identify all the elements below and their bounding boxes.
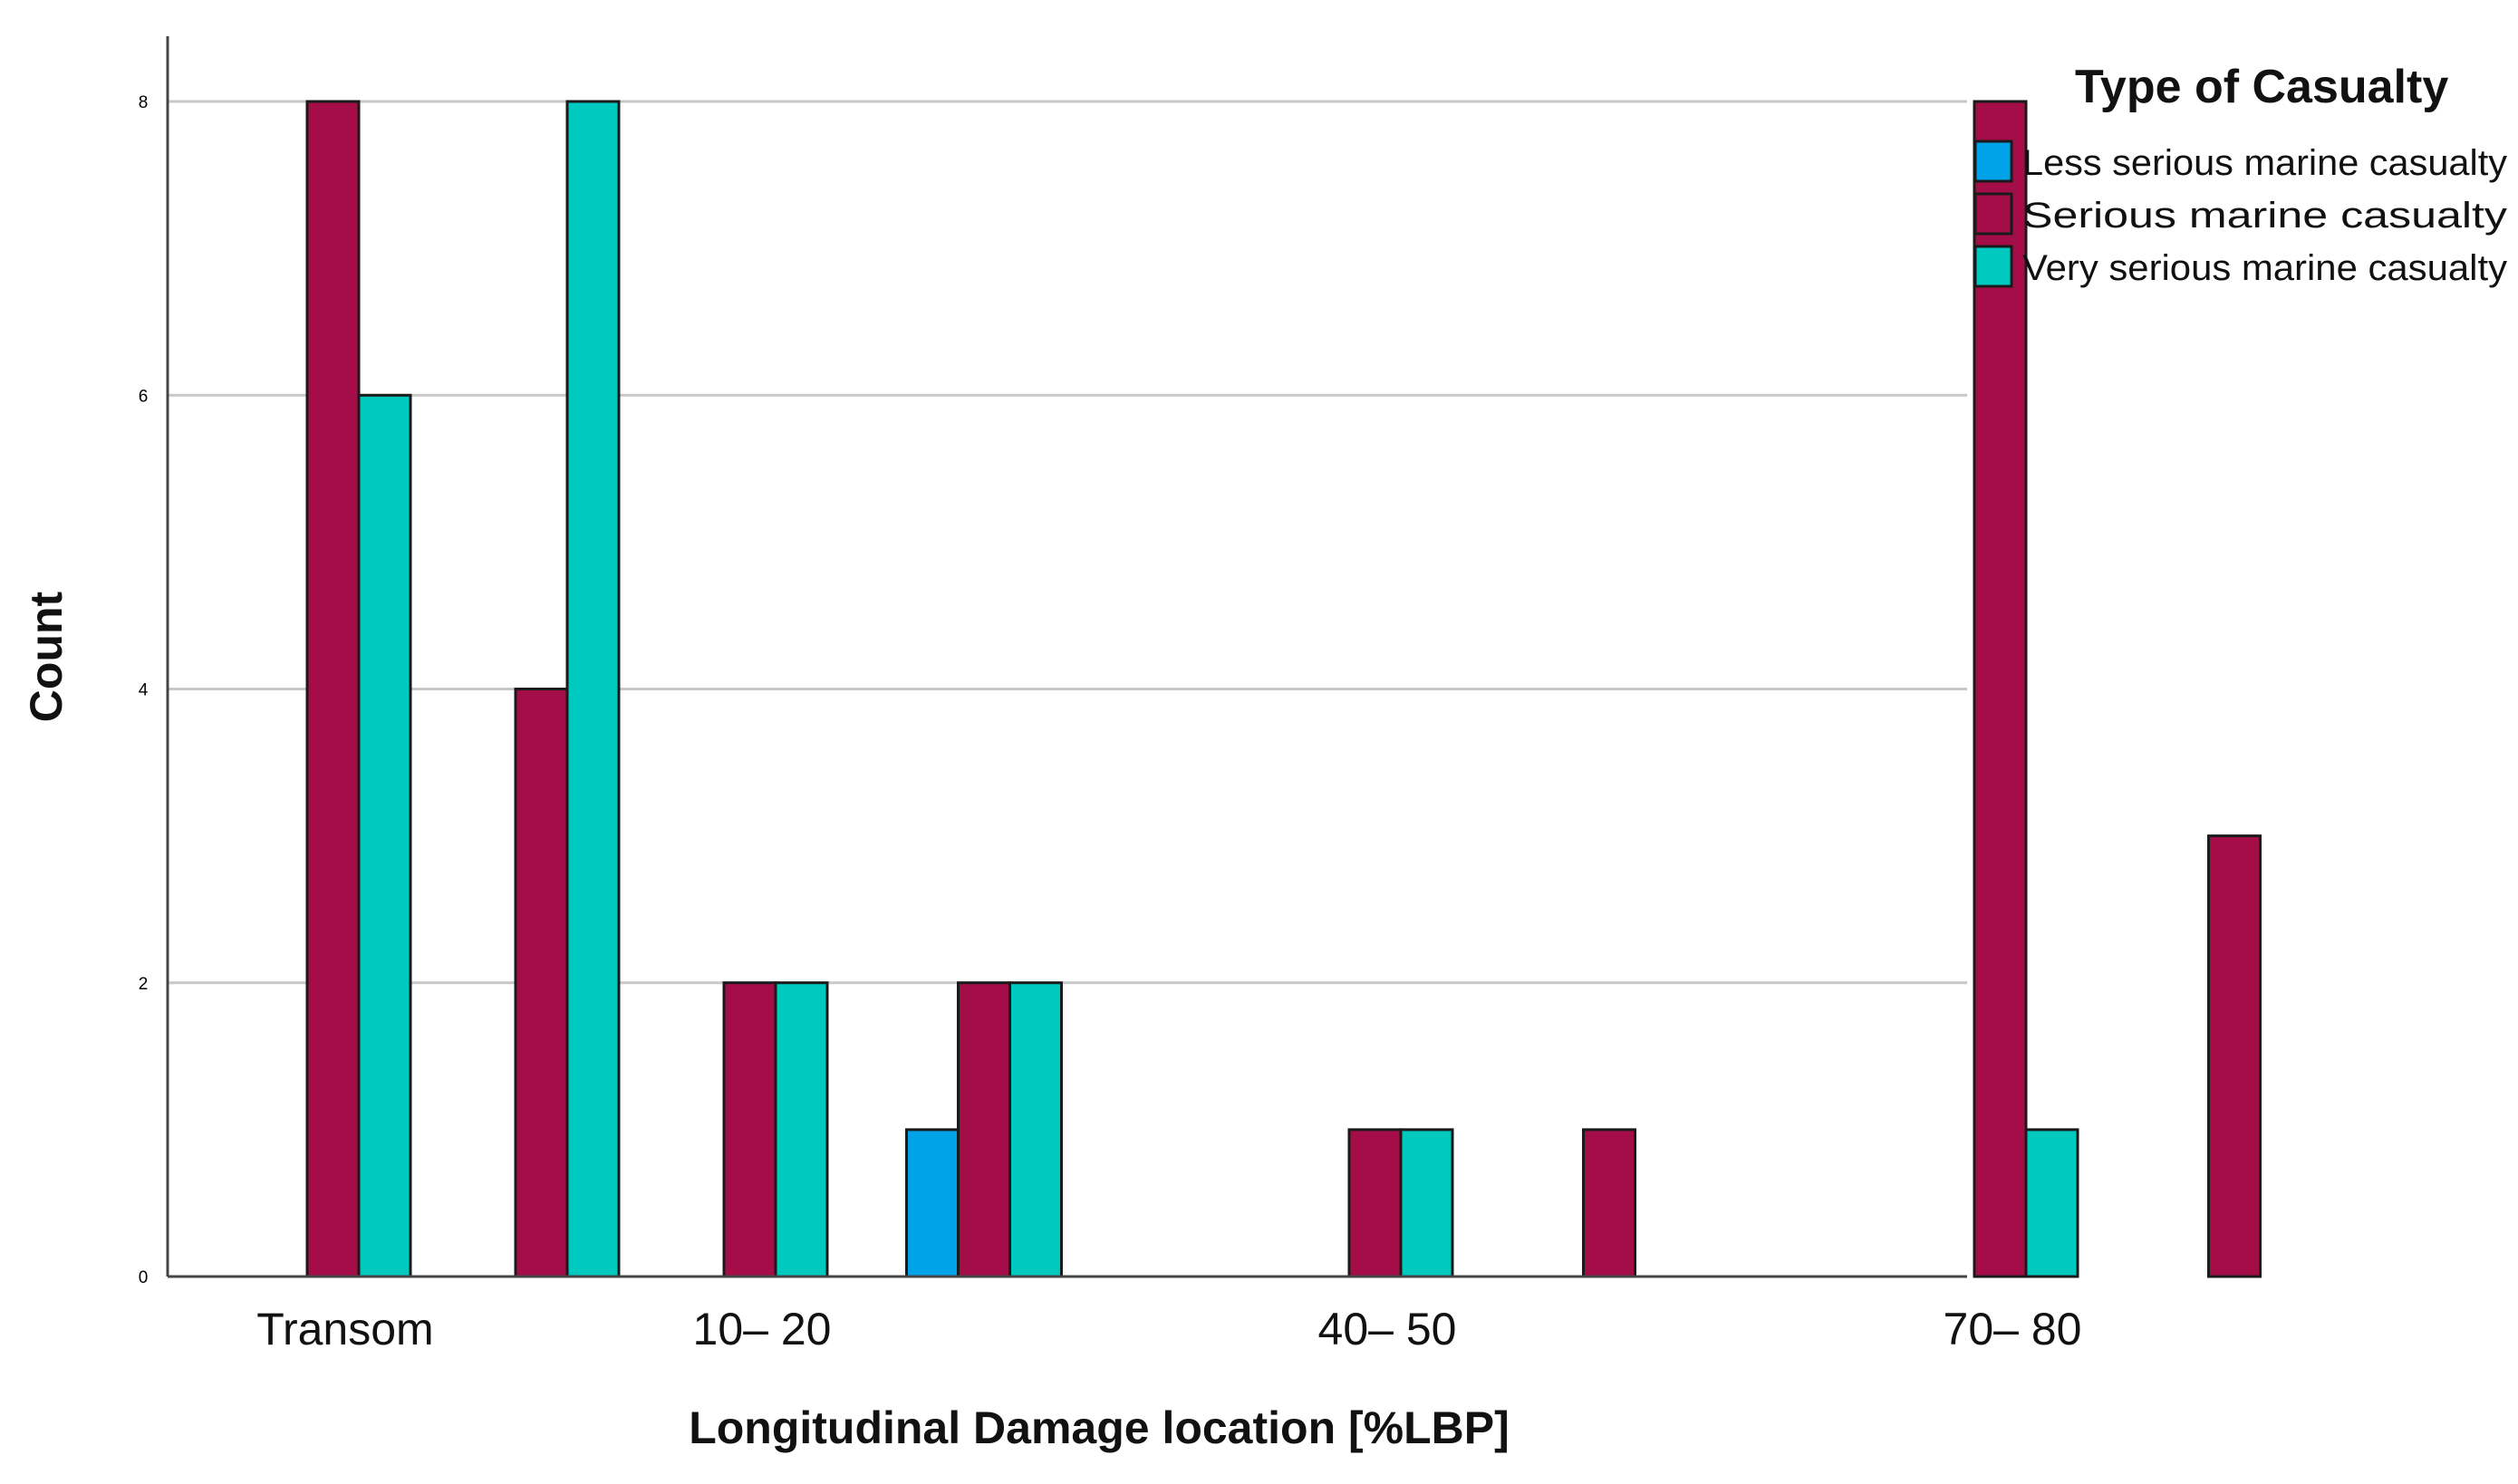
bar-less-serious-marine-casualty-3 [905,1128,960,1278]
x-tick-label: 10– 20 [693,1304,832,1354]
y-tick-label: 4 [139,681,149,700]
legend-swatch [1973,140,2013,183]
bar-serious-marine-casualty-2 [722,981,777,1278]
x-tick-label: 40– 50 [1318,1304,1457,1354]
legend: Type of Casualty Less serious marine cas… [1973,61,2507,288]
gridlines [168,100,1967,985]
bar-very-serious-marine-casualty-1 [565,100,621,1278]
legend-swatch [1973,245,2013,288]
bar-serious-marine-casualty-8 [1973,100,2028,1278]
y-tick-label: 8 [139,93,149,112]
legend-title: Type of Casualty [2075,61,2448,113]
bar-very-serious-marine-casualty-3 [1008,981,1063,1278]
legend-swatch [1973,192,2013,236]
bar-very-serious-marine-casualty-0 [357,393,412,1278]
bar-serious-marine-casualty-9 [2207,834,2262,1278]
bar-serious-marine-casualty-0 [305,100,361,1278]
x-tick-label: Transom [256,1304,433,1354]
legend-label: Very serious marine casualty [2022,248,2507,288]
bar-serious-marine-casualty-3 [957,981,1011,1278]
y-tick-labels: 0 2 4 6 8 [139,93,149,1287]
y-axis-title: Count [21,591,72,722]
bar-serious-marine-casualty-1 [514,688,569,1278]
x-axis-title: Longitudinal Damage location [%LBP] [689,1402,1510,1453]
legend-label: Serious marine casualty [2022,196,2507,236]
bar-very-serious-marine-casualty-5 [1399,1128,1454,1278]
y-tick-label: 2 [139,975,149,994]
y-tick-label: 0 [139,1268,149,1287]
axes [166,36,1967,1278]
bar-very-serious-marine-casualty-2 [774,981,829,1278]
bar-serious-marine-casualty-5 [1347,1128,1403,1278]
bar-very-serious-marine-casualty-8 [2024,1128,2079,1278]
bar-serious-marine-casualty-6 [1582,1128,1636,1278]
x-tick-label: 70– 80 [1944,1304,2082,1354]
legend-label: Less serious marine casualty [2022,143,2507,183]
y-tick-label: 6 [139,387,149,406]
x-tick-labels: Transom 10– 20 40– 50 70– 80 [256,1304,2081,1354]
legend-items: Less serious marine casualty Serious mari… [1973,140,2507,288]
